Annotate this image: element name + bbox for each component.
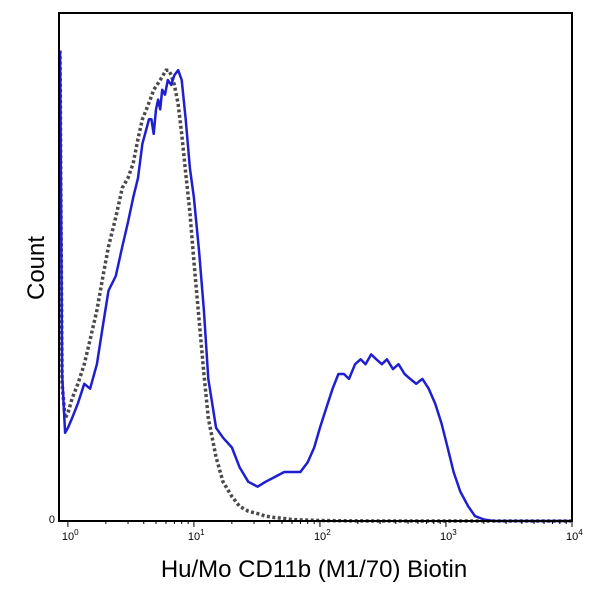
x-tick-label: 104 <box>566 528 583 543</box>
plot-frame <box>58 12 573 522</box>
y-axis-title: Count <box>23 236 50 300</box>
x-tick-label: 101 <box>188 528 205 543</box>
ticks-layer: 100 101 102 103 104 0 <box>49 514 583 543</box>
cd11b-stained-series-line <box>58 50 571 523</box>
isotype-control-series-line <box>58 50 571 523</box>
x-tick-label: 102 <box>314 528 331 543</box>
x-tick-label: 100 <box>62 528 79 543</box>
x-tick-label: 103 <box>440 528 457 543</box>
y-tick-label: 0 <box>49 514 55 526</box>
series-layer <box>58 50 571 523</box>
x-axis-title: Hu/Mo CD11b (M1/70) Biotin <box>161 556 467 583</box>
